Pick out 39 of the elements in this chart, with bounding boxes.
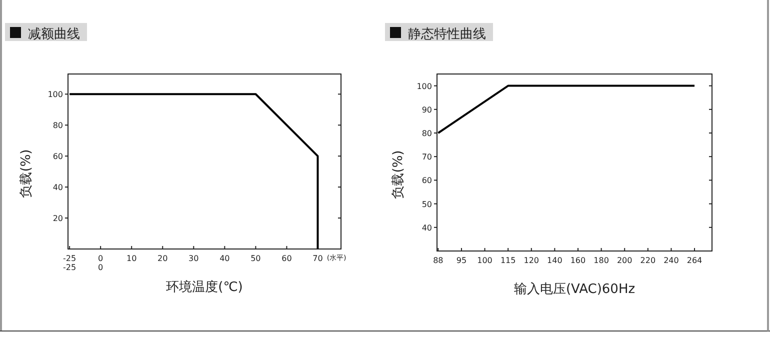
y-tick-label: 40 <box>422 223 432 232</box>
y-tick-label: 40 <box>52 183 63 192</box>
chart-title: 静态特性曲线 <box>408 27 486 42</box>
x-tick-label: 0 0 <box>98 254 104 272</box>
y-tick-label: 70 <box>422 152 432 162</box>
x-tick-label: 40 <box>220 254 230 263</box>
y-axis-title: 负载(%) <box>391 150 406 199</box>
y-axis-title: 负载(%) <box>19 149 34 198</box>
x-axis-title: 输入电压(VAC)60Hz <box>514 282 636 297</box>
y-tick-label: 60 <box>52 152 63 162</box>
x-tick-label: 140 <box>547 256 562 265</box>
y-tick-label: 50 <box>422 200 432 209</box>
y-tick-label: 80 <box>52 121 63 130</box>
x-tick-label: -25 -25 <box>63 254 76 272</box>
x-axis-title: 环境温度(℃) <box>166 279 243 295</box>
y-tick-label: 100 <box>416 82 432 91</box>
x-tick-label: 160 <box>570 256 586 265</box>
x-tick-label: 200 <box>616 256 632 265</box>
x-tick-label: 50 <box>250 254 261 263</box>
x-tick-label: 220 <box>640 256 656 265</box>
x-tick-label: 100 <box>477 256 492 265</box>
x-tick-label: 115 <box>500 256 516 265</box>
x-tick-label: 264 <box>686 256 702 265</box>
y-tick-label: 20 <box>52 214 63 224</box>
x-tick-label: 180 <box>594 256 609 265</box>
x-tick-label: 20 <box>158 254 168 263</box>
x-tick-label: 10 <box>126 254 137 263</box>
x-tick-label: 95 <box>456 256 467 265</box>
y-tick-label: 100 <box>48 90 63 100</box>
y-tick-label: 90 <box>422 105 432 114</box>
x-tick-label: 30 <box>188 254 199 263</box>
y-tick-label: 80 <box>422 129 432 138</box>
x-tick-label: 120 <box>524 256 540 265</box>
chart-title: 减额曲线 <box>28 27 80 42</box>
x-tick-label: 240 <box>664 256 679 265</box>
x-tick-label: 70 <box>312 254 323 263</box>
x-tick-label: 88 <box>433 256 444 265</box>
x-tick-label: 60 <box>282 254 292 263</box>
y-tick-label: 60 <box>422 176 432 186</box>
